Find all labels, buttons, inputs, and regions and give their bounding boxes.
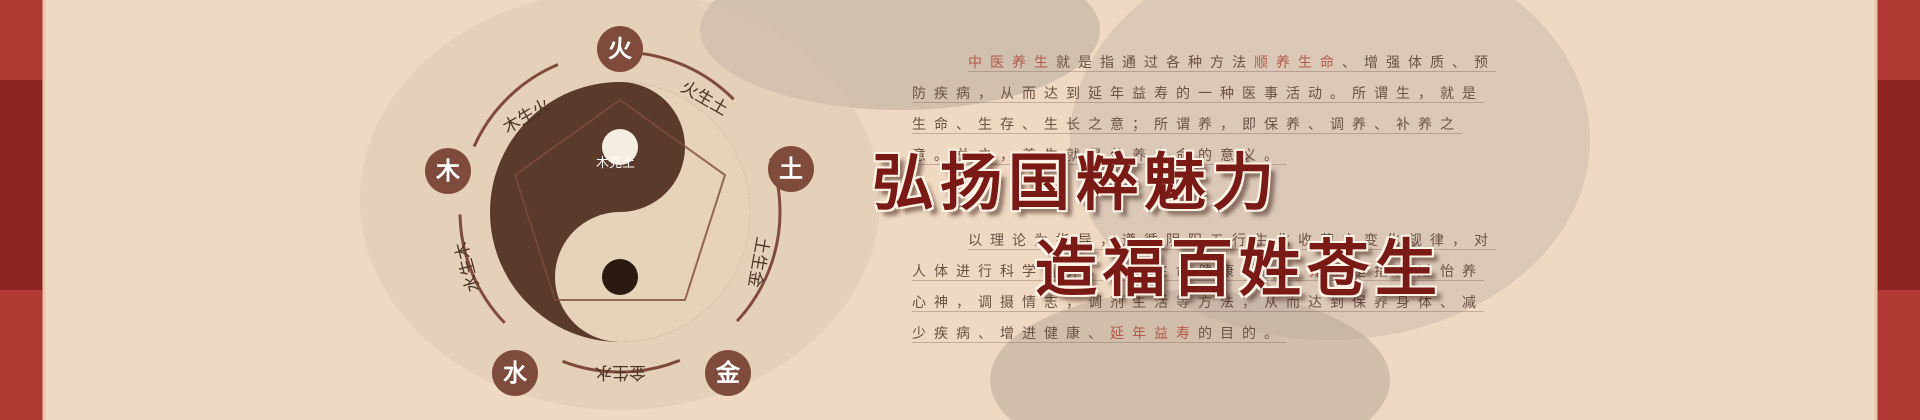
text-run: 以理论为指导，遵循阴阳五行生化收藏之变化规律，对人体进行科学调养，保持生命健康活…: [912, 233, 1496, 281]
element: 火: [597, 26, 643, 72]
element: 金: [705, 350, 751, 396]
element: 水: [492, 350, 538, 396]
headline: 造福百姓苍生: [1035, 232, 1444, 305]
text-run: 中医养生: [968, 55, 1056, 72]
element: 木: [425, 148, 471, 194]
headline: 弘扬国粹魅力: [872, 146, 1281, 219]
text-run: 顺养生命: [1254, 55, 1342, 72]
paragraph: 以理论为指导，遵循阴阳五行生化收藏之变化规律，对人体进行科学调养，保持生命健康活…: [912, 226, 1502, 350]
text-run: 延年益寿: [1110, 326, 1198, 343]
text-run: 就是指通过各种方法: [1056, 55, 1254, 72]
cycle-label: 金生水: [595, 362, 646, 382]
text-run: 是指通过怡养心神，调摄情志，调剂生活等方法，从而达到保养身体、减少疾病、增进健康…: [912, 264, 1484, 343]
text-run: 、增强体质、预防疾病，从而达到延年益寿的一种医事活动。所谓生，就是生命、生存、生…: [912, 55, 1496, 165]
element: 土: [768, 146, 814, 192]
text-run: 的目的。: [1198, 326, 1286, 343]
paragraph: 中医养生就是指通过各种方法顺养生命、增强体质、预防疾病，从而达到延年益寿的一种医…: [912, 48, 1502, 172]
cycle-label: 木克土: [596, 156, 636, 171]
text-run: 养生: [1308, 264, 1352, 281]
